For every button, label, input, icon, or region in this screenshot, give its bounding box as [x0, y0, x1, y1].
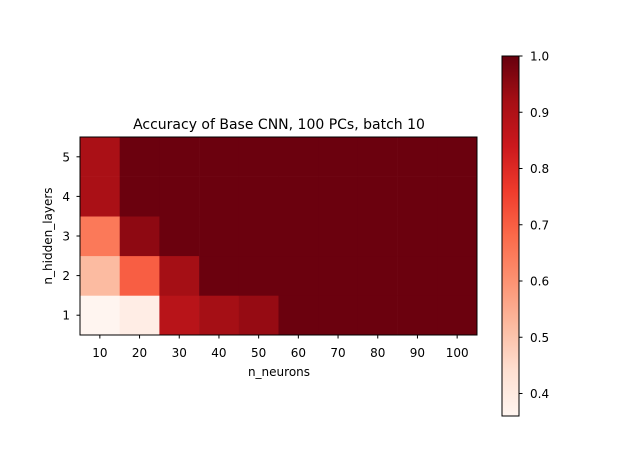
colorbar-ticks: 0.4 0.5 0.6 0.7 0.8 0.9 1.0 [519, 50, 549, 401]
heatmap-cell [159, 295, 200, 336]
heatmap-cell [119, 295, 160, 336]
heatmap-cell [397, 176, 438, 217]
colorbar-tick-label: 0.6 [530, 275, 549, 289]
heatmap-cell [357, 255, 398, 296]
x-tick-label: 30 [172, 346, 187, 360]
colorbar-gradient [501, 55, 520, 417]
heatmap-cell [199, 176, 240, 217]
x-tick-label: 70 [330, 346, 345, 360]
y-axis-label: n_hidden_layers [41, 187, 55, 284]
heatmap-cell [80, 137, 120, 177]
y-tick-label: 5 [62, 150, 70, 164]
heatmap-cell [199, 295, 240, 336]
heatmap-cell [159, 137, 200, 177]
y-tick-label: 3 [62, 230, 70, 244]
heatmap-cell [278, 137, 319, 177]
chart-title: Accuracy of Base CNN, 100 PCs, batch 10 [133, 117, 425, 133]
colorbar-tick-label: 0.8 [530, 162, 549, 176]
y-tick-label: 1 [62, 309, 70, 323]
heatmap-cell [357, 137, 398, 177]
heatmap-cell [278, 255, 319, 296]
heatmap-cell [119, 216, 160, 257]
x-tick-label: 60 [291, 346, 306, 360]
x-tick-label: 80 [370, 346, 385, 360]
heatmap-cell [119, 255, 160, 296]
colorbar: 0.4 0.5 0.6 0.7 0.8 0.9 1.0 [501, 50, 549, 417]
x-axis: 10 20 30 40 50 60 70 80 90 100 [92, 335, 469, 360]
x-tick-label: 10 [92, 346, 107, 360]
heatmap-cell [437, 176, 478, 217]
heatmap-cell [119, 137, 160, 177]
x-axis-label: n_neurons [248, 365, 310, 379]
heatmap-cell [80, 255, 120, 296]
heatmap-cell [159, 255, 200, 296]
heatmap-cell [318, 216, 359, 257]
heatmap-cell [437, 255, 478, 296]
heatmap-cell [397, 295, 438, 336]
heatmap-cells [80, 137, 478, 336]
heatmap-cell [278, 176, 319, 217]
x-tick-label: 50 [251, 346, 266, 360]
heatmap-cell [357, 176, 398, 217]
colorbar-tick-label: 1.0 [530, 50, 549, 64]
heatmap-cell [238, 137, 279, 177]
heatmap-cell [318, 295, 359, 336]
heatmap-cell [159, 176, 200, 217]
colorbar-tick-label: 0.5 [530, 331, 549, 345]
heatmap-cell [199, 255, 240, 296]
colorbar-tick-label: 0.9 [530, 106, 549, 120]
heatmap-cell [238, 216, 279, 257]
heatmap-cell [437, 295, 478, 336]
heatmap-cell [357, 295, 398, 336]
heatmap-cell [318, 137, 359, 177]
colorbar-tick-label: 0.7 [530, 218, 549, 232]
heatmap-cell [199, 216, 240, 257]
heatmap-cell [318, 176, 359, 217]
heatmap-cell [80, 176, 120, 217]
heatmap-cell [119, 176, 160, 217]
heatmap-cell [278, 216, 319, 257]
y-tick-label: 4 [62, 190, 70, 204]
heatmap-cell [397, 137, 438, 177]
heatmap-cell [238, 295, 279, 336]
heatmap-cell [357, 216, 398, 257]
colorbar-tick-label: 0.4 [530, 387, 549, 401]
heatmap-cell [437, 137, 478, 177]
heatmap-cell [199, 137, 240, 177]
heatmap-cell [437, 216, 478, 257]
heatmap-cell [80, 295, 120, 336]
heatmap-cell [318, 255, 359, 296]
heatmap-cell [238, 255, 279, 296]
heatmap-cell [159, 216, 200, 257]
heatmap-cell [238, 176, 279, 217]
heatmap-cell [80, 216, 120, 257]
x-tick-label: 40 [211, 346, 226, 360]
x-tick-label: 90 [410, 346, 425, 360]
heatmap-cell [397, 255, 438, 296]
x-tick-label: 100 [446, 346, 469, 360]
heatmap-cell [278, 295, 319, 336]
y-tick-label: 2 [62, 269, 70, 283]
y-axis: 1 2 3 4 5 [62, 150, 80, 323]
heatmap-cell [397, 216, 438, 257]
x-tick-label: 20 [132, 346, 147, 360]
